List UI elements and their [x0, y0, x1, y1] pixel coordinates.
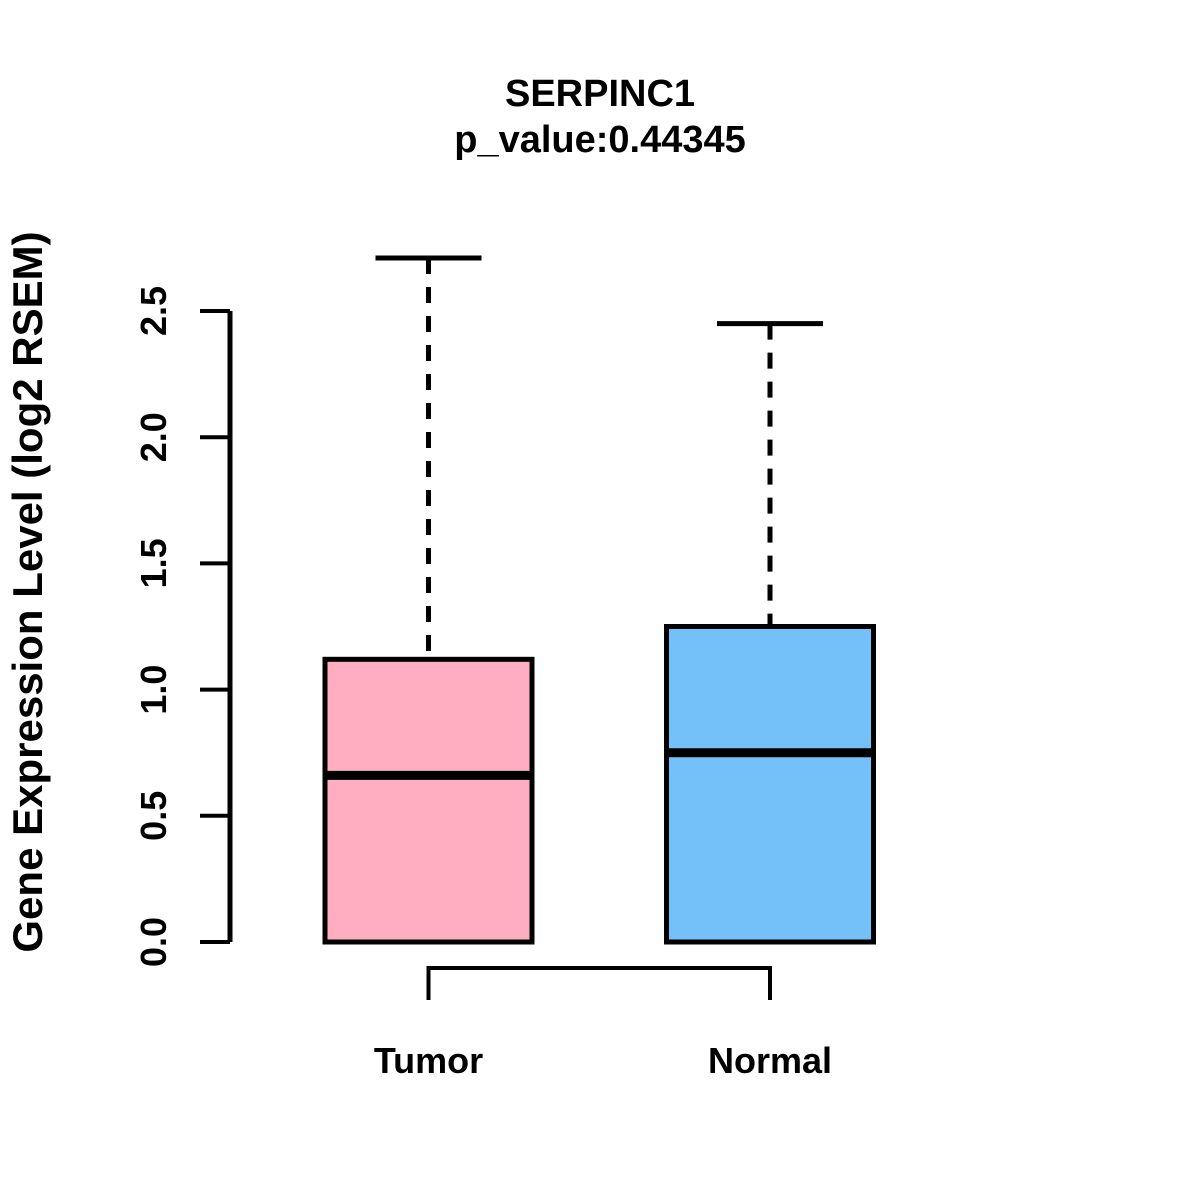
group-label-tumor: Tumor	[374, 1040, 483, 1081]
box-tumor	[322, 656, 535, 945]
group-label-normal: Normal	[708, 1040, 832, 1081]
y-tick-label: 1.0	[133, 665, 174, 715]
chart-title: SERPINC1	[504, 73, 696, 115]
box-normal	[664, 624, 876, 945]
y-tick-label: 1.5	[133, 538, 174, 588]
y-tick-label: 2.5	[133, 286, 174, 336]
y-tick-label: 0.5	[133, 791, 174, 841]
chart-subtitle-pvalue: p_value:0.44345	[454, 119, 746, 161]
y-tick-label: 2.0	[133, 412, 174, 462]
y-tick-label: 0.0	[133, 917, 174, 967]
comparison-bracket	[426, 966, 772, 1000]
